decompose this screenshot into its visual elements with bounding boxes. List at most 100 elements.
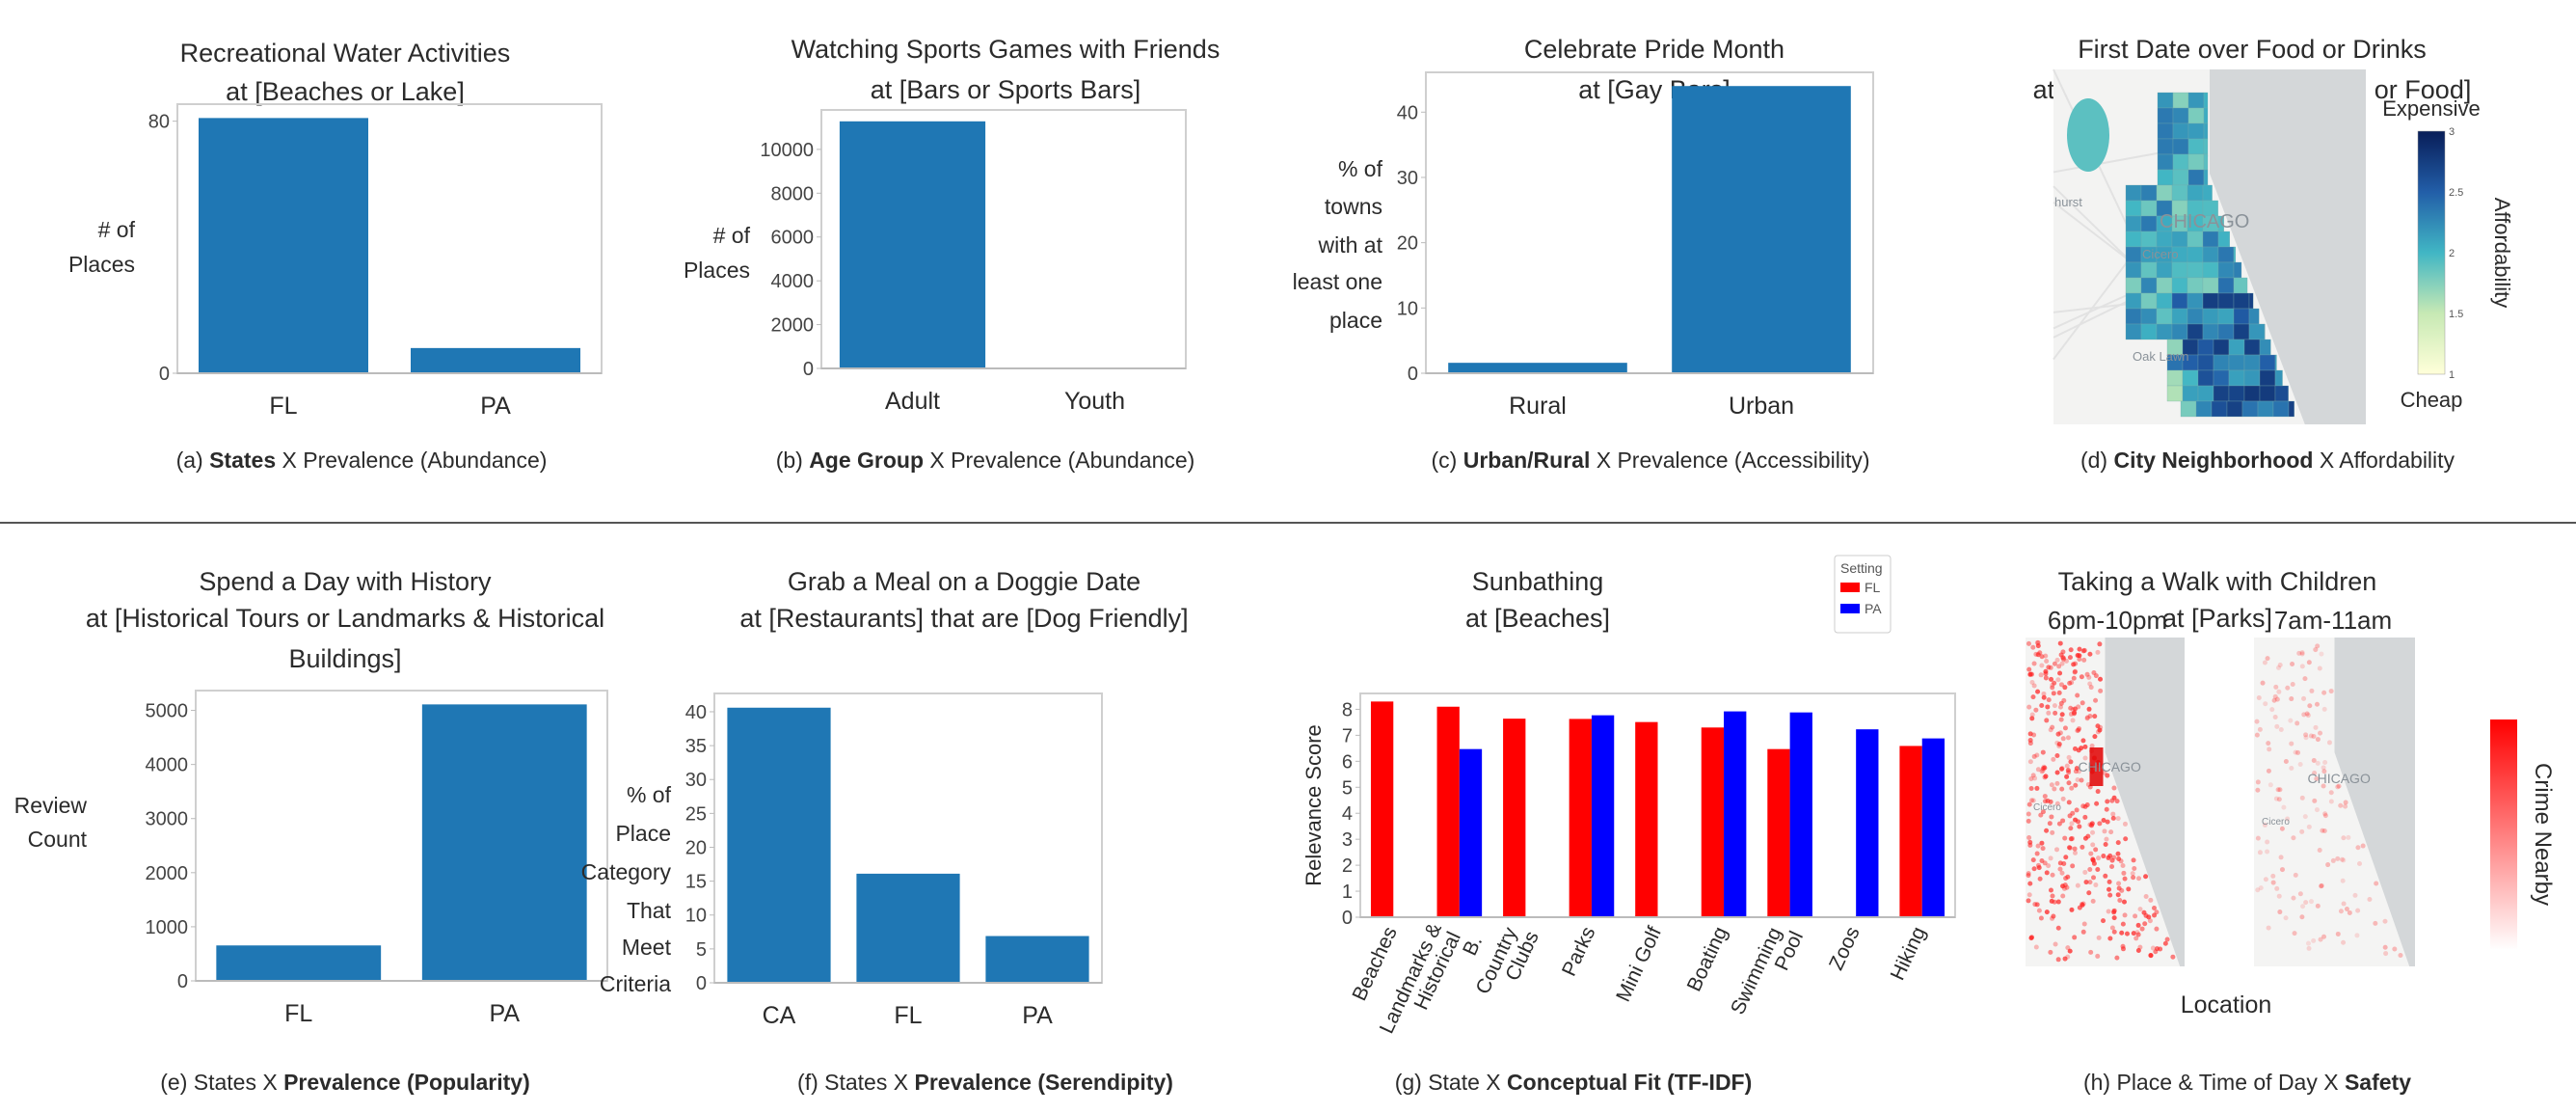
crime-point <box>2132 865 2137 871</box>
neighborhood <box>2248 323 2266 340</box>
crime-point <box>2072 669 2078 675</box>
neighborhood <box>2202 292 2219 310</box>
crime-point <box>2082 755 2088 761</box>
caption-suffix: X Prevalence (Abundance) <box>276 448 547 473</box>
crime-point <box>2088 822 2094 828</box>
crime-point <box>2270 873 2276 879</box>
neighborhood <box>2202 308 2219 325</box>
bar-PA-hiking <box>1921 738 1945 917</box>
neighborhood <box>2187 107 2205 124</box>
chart-panel-f: Grab a Meal on a Doggie Date at [Restaura… <box>581 567 1189 1095</box>
crime-point <box>2059 870 2065 876</box>
crime-point <box>2340 878 2346 883</box>
crime-point <box>2321 765 2326 771</box>
chart-title-line: Spend a Day with History <box>199 567 492 596</box>
crime-point <box>2026 892 2032 898</box>
crime-point <box>2069 907 2075 912</box>
crime-point <box>2121 870 2127 876</box>
lake-michigan <box>2105 638 2185 966</box>
y-tick-label: 6000 <box>771 228 815 249</box>
crime-point <box>2093 673 2099 679</box>
crime-point <box>2277 663 2283 668</box>
crime-point <box>2055 899 2061 905</box>
crime-point <box>2075 652 2080 658</box>
crime-point <box>2133 913 2138 919</box>
crime-point <box>2123 836 2129 842</box>
place-label: Oak Lawn <box>2133 349 2189 364</box>
crime-point <box>2285 685 2291 691</box>
crime-point <box>2050 915 2055 921</box>
neighborhood <box>2157 138 2174 155</box>
x-category-label: PA <box>490 1000 521 1027</box>
crime-point <box>2135 932 2141 937</box>
crime-point <box>2154 909 2160 915</box>
crime-point <box>2285 816 2291 822</box>
neighborhood <box>2187 184 2204 202</box>
crime-point <box>2114 799 2120 804</box>
crime-point <box>2068 836 2074 842</box>
neighborhood <box>2182 369 2199 387</box>
crime-point <box>2058 717 2064 722</box>
neighborhood <box>2259 385 2276 402</box>
crime-point <box>2049 676 2054 682</box>
crime-point <box>2048 949 2053 955</box>
crime-point <box>2063 855 2069 860</box>
crime-point <box>2278 855 2284 860</box>
chart-title-line: at [Beaches or Lake] <box>226 77 465 106</box>
crime-point <box>2095 789 2101 795</box>
crime-point <box>2373 920 2378 926</box>
y-tick-label: 20 <box>685 837 707 858</box>
crime-point <box>2045 798 2051 803</box>
neighborhood <box>2228 339 2245 356</box>
crime-point <box>2105 819 2110 825</box>
panel-subtitle: 7am-11am <box>2274 606 2392 635</box>
crime-point <box>2142 921 2148 927</box>
crime-point <box>2111 785 2117 791</box>
neighborhood <box>2203 138 2209 155</box>
y-tick-label: 5 <box>1342 777 1353 799</box>
crime-point <box>2082 814 2088 820</box>
neighborhood <box>2157 169 2174 186</box>
crime-point <box>2299 828 2305 834</box>
crime-point <box>2308 733 2314 739</box>
y-axis-label-line: % of <box>1338 156 1383 181</box>
crime-point <box>2152 906 2158 911</box>
crime-point <box>2073 668 2079 674</box>
crime-point <box>2148 952 2154 958</box>
colorbar-tick-label: 1 <box>2449 369 2455 381</box>
crime-point <box>2083 880 2089 885</box>
crime-point <box>2043 774 2049 779</box>
crime-point <box>2338 909 2344 914</box>
crime-point <box>2311 757 2317 763</box>
crime-point <box>2054 847 2060 853</box>
crime-point <box>2041 691 2047 696</box>
caption-bold: Safety <box>2345 1070 2411 1095</box>
neighborhood <box>2125 184 2142 202</box>
crime-point <box>2293 749 2298 755</box>
crime-point <box>2321 934 2327 939</box>
y-axis-label-line: % of <box>627 782 672 807</box>
neighborhood <box>2211 400 2228 418</box>
y-axis-label-line: # of <box>98 217 136 242</box>
y-tick-label: 4000 <box>771 271 815 292</box>
crime-point <box>2299 795 2305 801</box>
crime-point <box>2055 731 2061 737</box>
y-tick-label: 10 <box>1397 298 1418 319</box>
crime-point <box>2058 682 2064 688</box>
crime-point <box>2035 843 2041 849</box>
crime-point <box>2026 898 2031 904</box>
neighborhood <box>2233 308 2250 325</box>
crime-point <box>2276 797 2282 802</box>
crime-point <box>2073 782 2079 788</box>
crime-point <box>2039 703 2045 709</box>
neighborhood <box>2140 200 2158 217</box>
crime-point <box>2046 665 2052 670</box>
y-tick-label: 0 <box>1408 364 1418 385</box>
crime-point <box>2277 909 2283 915</box>
y-tick-label: 0 <box>1342 908 1353 929</box>
crime-point <box>2257 850 2263 855</box>
y-tick-label: 2 <box>1342 855 1353 877</box>
chart-title-line: Sunbathing <box>1472 567 1604 596</box>
crime-point <box>2080 844 2085 850</box>
